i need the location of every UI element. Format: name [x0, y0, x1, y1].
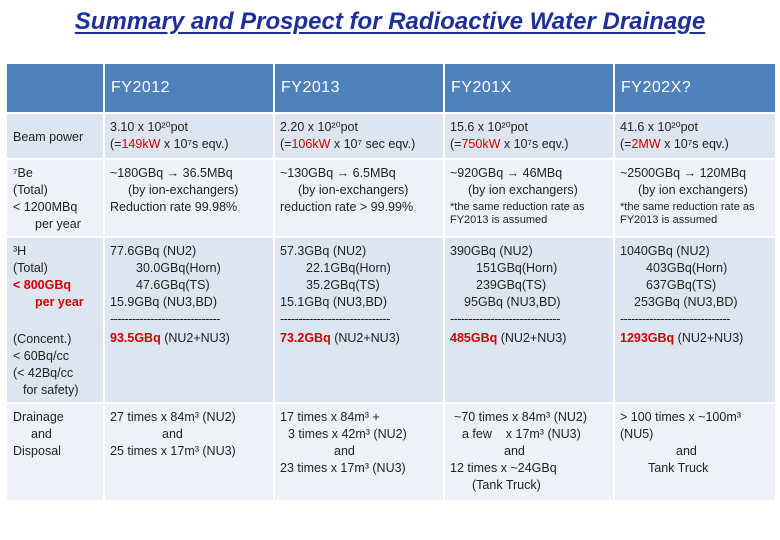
be7-fy201x-cell: ~920GBq → 46MBq (by ion exchangers) *the… [445, 160, 613, 236]
beam-power-label: Beam power [7, 114, 103, 158]
header-corner [7, 64, 103, 112]
h3-row: ³H (Total) < 800GBq per year (Concent.) … [7, 238, 775, 402]
beam-fy2012-power: 149kW [121, 137, 161, 151]
concentration-label: (Concent.) [13, 332, 72, 346]
header-fy202x: FY202X? [615, 64, 775, 112]
h3-fy2013-cell: 57.3GBq (NU2) 22.1GBq(Horn) 35.2GBq(TS) … [275, 238, 443, 402]
summary-table: FY2012 FY2013 FY201X FY202X? Beam power … [5, 62, 777, 502]
drainage-fy2013-cell: 17 times x 84m³ + 3 times x 42m³ (NU2) a… [275, 404, 443, 500]
drainage-fy2012-cell: 27 times x 84m³ (NU2) and 25 times x 17m… [105, 404, 273, 500]
h3-fy201x-total: 485GBq [450, 331, 498, 345]
be7-label: ⁷Be (Total) < 1200MBq per year [7, 160, 103, 236]
drainage-row: Drainage and Disposal 27 times x 84m³ (N… [7, 404, 775, 500]
beam-fy2013-power: 106kW [291, 137, 331, 151]
header-row: FY2012 FY2013 FY201X FY202X? [7, 64, 775, 112]
drainage-fy201x-cell: ~70 times x 84m³ (NU2) a few x 17m³ (NU3… [445, 404, 613, 500]
page-title: Summary and Prospect for Radioactive Wat… [74, 8, 706, 35]
h3-label: ³H (Total) < 800GBq per year (Concent.) … [7, 238, 103, 402]
beam-fy202x-cell: 41.6 x 10²⁰pot (=2MW x 10⁷s eqv.) [615, 114, 775, 158]
drainage-fy202x-cell: > 100 times x ~100m³ (NU5) and Tank Truc… [615, 404, 775, 500]
beam-fy2012-cell: 3.10 x 10²⁰pot (=149kW x 10⁷s eqv.) [105, 114, 273, 158]
be7-fy202x-cell: ~2500GBq → 120MBq (by ion exchangers) *t… [615, 160, 775, 236]
be7-row: ⁷Be (Total) < 1200MBq per year ~180GBq →… [7, 160, 775, 236]
h3-fy201x-cell: 390GBq (NU2) 151GBq(Horn) 239GBq(TS) 95G… [445, 238, 613, 402]
header-fy2013: FY2013 [275, 64, 443, 112]
h3-fy202x-cell: 1040GBq (NU2) 403GBq(Horn) 637GBq(TS) 25… [615, 238, 775, 402]
drainage-label: Drainage and Disposal [7, 404, 103, 500]
be7-fy2012-cell: ~180GBq → 36.5MBq (by ion-exchangers) Re… [105, 160, 273, 236]
beam-power-row: Beam power 3.10 x 10²⁰pot (=149kW x 10⁷s… [7, 114, 775, 158]
beam-fy201x-cell: 15.6 x 10²⁰pot (=750kW x 10⁷s eqv.) [445, 114, 613, 158]
h3-fy2012-total: 93.5GBq [110, 331, 161, 345]
beam-fy201x-power: 750kW [461, 137, 501, 151]
beam-fy2013-cell: 2.20 x 10²⁰pot (=106kW x 10⁷ sec eqv.) [275, 114, 443, 158]
beam-fy202x-power: 2MW [631, 137, 661, 151]
be7-fy2013-cell: ~130GBq → 6.5MBq (by ion-exchangers) red… [275, 160, 443, 236]
header-fy201x: FY201X [445, 64, 613, 112]
header-fy2012: FY2012 [105, 64, 273, 112]
h3-fy202x-total: 1293GBq [620, 331, 675, 345]
h3-fy2013-total: 73.2GBq [280, 331, 331, 345]
h3-fy2012-cell: 77.6GBq (NU2) 30.0GBq(Horn) 47.6GBq(TS) … [105, 238, 273, 402]
